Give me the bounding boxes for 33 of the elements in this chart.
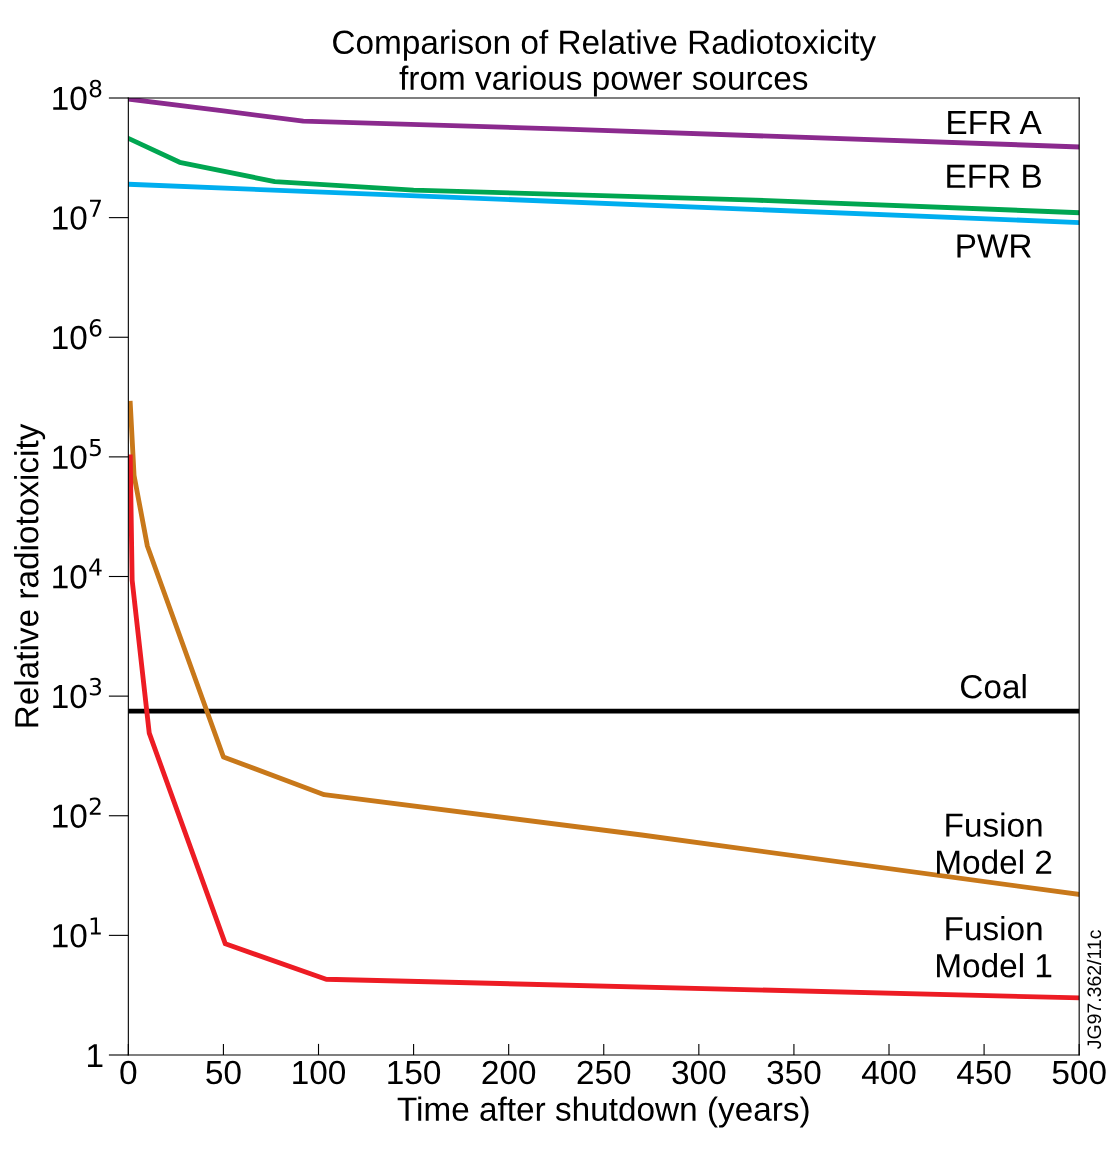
x-tick-label: 500 [1052,1060,1106,1085]
x-tick-label: 300 [672,1060,726,1085]
y-tick-label: 10$^{5}$ [53,438,101,470]
y-tick-label: 10$^{8}$ [53,79,102,111]
line-series [128,400,1080,897]
series-label: Coal [961,674,1026,699]
y-tick-label: 10$^{7}$ [53,199,101,230]
series-label: Fusion Model 2 [937,812,1052,875]
x-tick-label: 100 [293,1060,346,1085]
chart-title: Comparison of Relative Radiotoxicity from various power sources [333,29,877,97]
x-tick-label: 250 [577,1060,631,1085]
y-tick-label: 10$^{3}$ [53,677,102,709]
x-tick-label: 50 [206,1060,241,1085]
series-label: EFR A [948,111,1042,135]
x-tick-label: 150 [388,1060,441,1085]
series-label: PWR [957,234,1031,258]
x-tick-label: 0 [120,1060,137,1085]
series-label: Fusion Model 1 [937,915,1052,978]
line-series [128,454,1080,1001]
x-tick-label: 450 [957,1060,1011,1085]
y-tick-label: 10$^{1}$ [53,917,101,948]
x-tick-label: 400 [861,1060,916,1085]
y-tick-label: 10$^{2}$ [53,797,101,828]
x-axis-title: Time after shutdown (years) [397,1096,809,1128]
y-tick-label: 10$^{4}$ [53,558,102,589]
y-tick-label: 1 [88,1044,103,1068]
y-axis-title: Relative radiotoxicity [14,423,46,727]
series-label: EFR B [947,164,1041,188]
x-tick-label: 200 [482,1060,536,1085]
text: JG97.362/11c [1086,930,1102,1049]
x-tick-label: 350 [767,1060,821,1085]
y-tick-label: 10$^{6}$ [53,319,102,350]
line-series [128,135,1080,216]
